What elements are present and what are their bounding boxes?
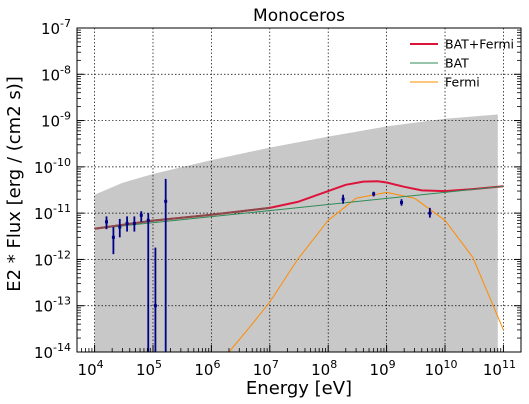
uncertainty-band: [94, 114, 498, 352]
x-tick-label: 105: [136, 358, 162, 379]
legend: BAT+Fermi BAT Fermi: [410, 37, 514, 90]
y-tick-label: 10-8: [41, 63, 71, 84]
bat-data-point: [125, 221, 129, 225]
x-tick-label: 1011: [483, 358, 516, 379]
x-tick-label: 109: [370, 358, 396, 379]
x-tick-label: 1010: [424, 358, 457, 379]
grid: [77, 28, 521, 352]
fermi-data-point: [400, 200, 404, 204]
y-tick-label: 10-10: [34, 156, 71, 177]
bat-data-point: [118, 225, 122, 229]
x-axis-label: Energy [eV]: [246, 378, 352, 399]
plot-frame: [76, 27, 522, 353]
bat-data-point: [153, 304, 157, 308]
y-axis-label: E2 * Flux [erg / (cm2 s)]: [4, 76, 25, 292]
x-tick-label: 108: [311, 358, 337, 379]
bat-data-point: [105, 220, 109, 224]
fermi-data-point: [341, 197, 345, 201]
y-tick-label: 10-13: [34, 295, 71, 316]
series-lines: [94, 180, 504, 353]
x-tick-label: 104: [78, 358, 104, 379]
y-tick-label: 10-12: [34, 248, 71, 269]
x-tick-label: 107: [253, 358, 279, 379]
y-tick-label: 10-11: [34, 202, 71, 223]
band-area: [94, 114, 498, 352]
legend-entry: Fermi: [445, 75, 480, 90]
x-tick-label: 106: [194, 358, 220, 379]
legend-entry: BAT: [445, 56, 469, 71]
chart-title: Monoceros: [253, 6, 345, 26]
bat-data-point: [164, 199, 168, 203]
fermi-data-point: [372, 192, 376, 196]
bat-data-point: [139, 213, 143, 217]
series-bat-line: [94, 185, 504, 230]
data-points: [105, 178, 432, 352]
y-tick-label: 10-9: [41, 110, 71, 131]
legend-entry: BAT+Fermi: [445, 37, 514, 52]
bat-data-point: [111, 235, 115, 239]
series-overlap-line: [94, 206, 270, 230]
series-fermi-line: [228, 191, 504, 353]
axis-ticks: 104 105 106 107 108 109 1010 1011 10-14 10-13 10-1…: [34, 17, 521, 379]
y-tick-label: 10-7: [41, 17, 71, 38]
y-tick-label: 10-14: [34, 341, 71, 362]
bat-data-point: [132, 221, 136, 225]
fermi-data-point: [428, 211, 432, 215]
bat-data-point: [146, 218, 150, 222]
